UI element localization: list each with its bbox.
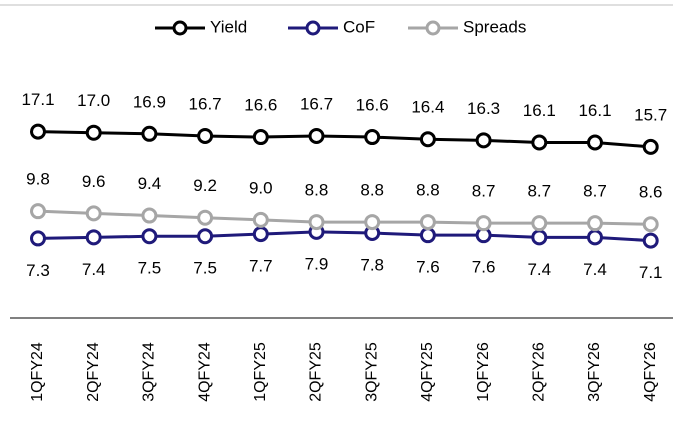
point — [197, 228, 214, 245]
data-label: 7.5 — [193, 259, 217, 278]
data-label: 7.4 — [583, 260, 607, 279]
x-tick-label: 2QFY25 — [308, 342, 325, 402]
series-line — [37, 209, 651, 226]
data-label: 15.7 — [634, 105, 667, 124]
data-label: 16.4 — [411, 98, 444, 117]
point — [642, 232, 659, 249]
point — [642, 138, 659, 155]
data-label: 7.9 — [305, 254, 329, 273]
data-label: 16.3 — [467, 99, 500, 118]
x-tick-label: 1QFY24 — [29, 342, 46, 402]
point — [531, 229, 548, 246]
data-label: 16.7 — [300, 94, 333, 113]
point — [30, 230, 46, 247]
point — [252, 226, 269, 243]
point — [531, 215, 548, 232]
series-line — [37, 130, 651, 149]
point — [642, 216, 659, 233]
x-tick-label: 3QFY25 — [363, 342, 380, 402]
point — [419, 214, 436, 231]
data-label: 16.6 — [244, 96, 277, 115]
data-label: 9.2 — [193, 176, 217, 195]
point — [308, 214, 325, 231]
data-label: 17.0 — [77, 91, 110, 110]
data-label: 9.6 — [82, 172, 106, 191]
legend-marker — [425, 20, 441, 36]
data-label: 8.8 — [360, 181, 384, 200]
data-label: 8.7 — [472, 182, 496, 201]
x-tick-label: 2QFY26 — [531, 342, 548, 402]
x-tick-label: 1QFY26 — [475, 342, 492, 402]
data-label: 8.8 — [416, 181, 440, 200]
legend-label: Yield — [210, 17, 247, 36]
point — [419, 227, 436, 244]
data-label: 16.1 — [523, 101, 556, 120]
series-line — [37, 230, 651, 243]
data-label: 8.7 — [583, 182, 607, 201]
point — [252, 129, 269, 146]
point — [475, 132, 492, 149]
point — [475, 215, 492, 232]
data-label: 9.8 — [26, 170, 50, 189]
data-label: 7.8 — [360, 255, 384, 274]
x-tick-label: 4QFY25 — [419, 342, 436, 402]
point — [587, 215, 603, 232]
point — [141, 207, 158, 224]
data-label: 7.4 — [527, 260, 551, 279]
data-label: 16.6 — [356, 96, 389, 115]
point — [197, 209, 214, 226]
point — [308, 127, 325, 144]
point — [197, 127, 214, 144]
data-label: 16.9 — [133, 92, 166, 111]
data-label: 17.1 — [21, 90, 54, 109]
point — [531, 134, 548, 151]
point — [141, 228, 158, 245]
x-tick-label: 3QFY26 — [586, 342, 603, 402]
data-label: 7.7 — [249, 257, 273, 276]
data-label: 8.8 — [305, 181, 329, 200]
point — [364, 129, 381, 146]
point — [252, 211, 269, 228]
x-tick-label: 2QFY24 — [85, 342, 102, 402]
point — [30, 123, 46, 140]
point — [364, 214, 381, 231]
data-label: 7.3 — [26, 261, 50, 280]
point — [30, 203, 46, 220]
point — [85, 205, 102, 222]
data-label: 8.6 — [639, 183, 663, 202]
x-tick-label: 1QFY25 — [252, 342, 269, 402]
data-label: 7.6 — [472, 258, 496, 277]
point — [85, 124, 102, 141]
legend-label: CoF — [343, 17, 375, 36]
point — [141, 125, 158, 142]
data-label: 7.6 — [416, 258, 440, 277]
legend-label: Spreads — [463, 17, 526, 36]
legend-marker — [172, 20, 188, 36]
point — [85, 229, 102, 246]
data-label: 7.4 — [82, 260, 106, 279]
point — [587, 134, 603, 151]
point — [587, 229, 603, 246]
data-label: 16.1 — [578, 101, 611, 120]
x-tick-label: 4QFY24 — [196, 342, 213, 402]
legend-marker — [305, 20, 321, 36]
data-label: 9.4 — [138, 174, 162, 193]
data-label: 16.7 — [189, 94, 222, 113]
x-tick-label: 3QFY24 — [141, 342, 158, 402]
data-label: 8.7 — [527, 182, 551, 201]
data-label: 7.1 — [639, 263, 663, 282]
data-label: 9.0 — [249, 178, 273, 197]
data-label: 7.5 — [138, 259, 162, 278]
x-tick-label: 4QFY26 — [642, 342, 659, 402]
point — [419, 131, 436, 148]
